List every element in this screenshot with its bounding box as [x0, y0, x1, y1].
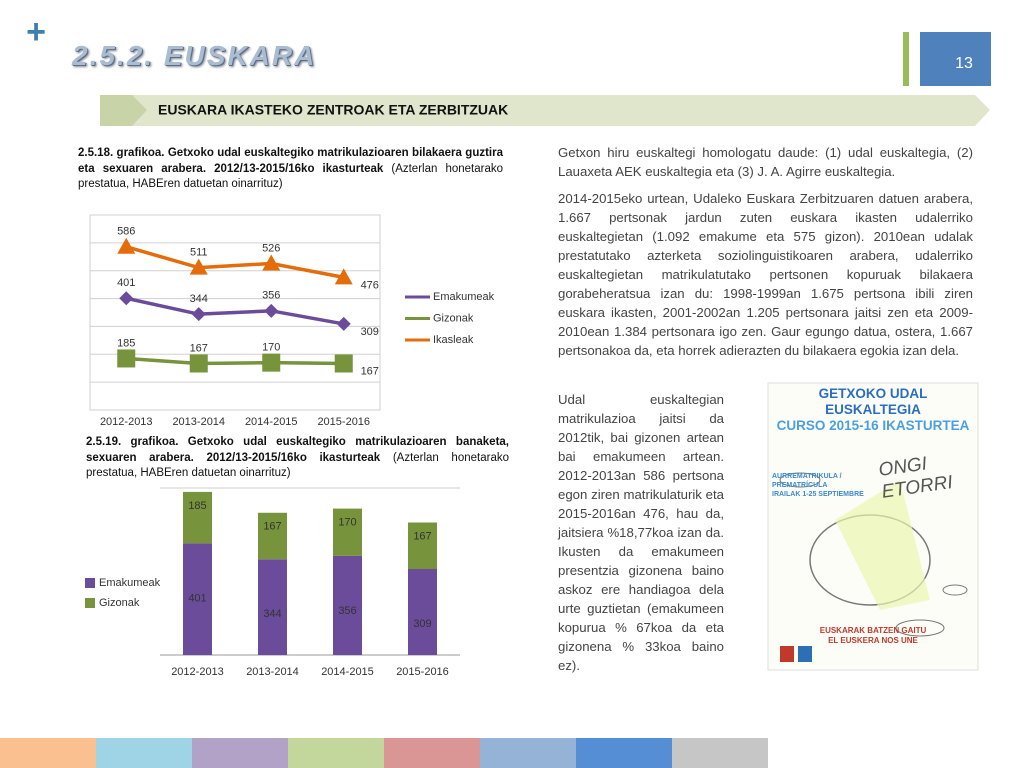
strip [576, 738, 672, 768]
x-tick-label: 2013-2014 [246, 666, 299, 678]
x-tick-label: 2013-2014 [172, 416, 225, 428]
bar-segment [183, 491, 212, 544]
page-box [920, 32, 991, 86]
point [334, 268, 353, 285]
poster-registration: AURREMATRIKULA / PREMATRÍCULA IRAILAK 1-2… [772, 472, 872, 499]
point [117, 349, 136, 368]
value-label: 309 [413, 618, 431, 630]
footer-strip [0, 738, 768, 768]
x-tick-label: 2014-2015 [245, 416, 298, 428]
caption: 2.5.19. grafikoa. Getxoko udal euskalteg… [86, 435, 509, 482]
poster-slogan: EUSKARAK BATZEN GAITU EL EUSKERA NOS UNE [772, 626, 974, 646]
strip [384, 738, 480, 768]
bar-segment [258, 559, 287, 655]
section-title: EUSKARA IKASTEKO ZENTROAK ETA ZERBITZUAK [158, 102, 508, 118]
accent-bar [903, 32, 909, 86]
x-tick-label: 2015-2016 [317, 416, 370, 428]
poster-line: EUSKARAK BATZEN GAITU [819, 626, 927, 635]
strip [0, 738, 96, 768]
x-tick-label: 2015-2016 [396, 666, 449, 678]
poster-line: AURREMATRIKULA / PREMATRÍCULA [772, 473, 842, 489]
point [262, 353, 281, 372]
point [189, 258, 208, 275]
poster [767, 382, 979, 671]
bar-segment [408, 568, 437, 655]
x-tick-label: 2012-2013 [171, 666, 224, 678]
series-line [126, 356, 344, 366]
body-text: Getxon hiru euskaltegi homologatu daude:… [558, 143, 973, 368]
value-label: 170 [262, 342, 280, 354]
banner-tab [100, 95, 147, 126]
point [336, 316, 351, 331]
value-label: 167 [263, 521, 281, 533]
caption-source: (Azterlan honetarako prestatua, HABEren … [86, 451, 509, 480]
value-label: 167 [413, 530, 431, 542]
strip [288, 738, 384, 768]
point [264, 303, 279, 318]
value-label: 511 [190, 247, 208, 259]
bar-segment [183, 543, 212, 655]
paragraph: Getxon hiru euskaltegi homologatu daude:… [558, 145, 973, 179]
plus-icon: + [26, 13, 46, 51]
bar-segment [333, 555, 362, 655]
bar-segment [408, 522, 437, 569]
page-number: 13 [955, 55, 973, 72]
value-label: 344 [263, 608, 281, 620]
point [189, 354, 208, 373]
value-label: 170 [338, 517, 356, 529]
value-label: 526 [262, 242, 280, 254]
bar-segment [258, 512, 287, 560]
value-label: 344 [190, 293, 208, 305]
value-label: 356 [338, 605, 356, 617]
value-label: 185 [117, 337, 135, 349]
value-label: 401 [117, 277, 135, 289]
value-label: 309 [361, 326, 379, 338]
value-label: 586 [117, 226, 135, 238]
poster-text: GETXOKO UDAL EUSKALTEGIA CURSO 2015-16 I… [772, 386, 974, 499]
value-label: 185 [188, 500, 206, 512]
strip [192, 738, 288, 768]
strip [672, 738, 768, 768]
caption: 2.5.18. grafikoa. Getxoko udal euskalteg… [78, 146, 503, 193]
caption-bold: 2.5.19. grafikoa. Getxoko udal euskalteg… [86, 436, 509, 464]
caption-source: (Azterlan honetarako prestatua, HABEren … [78, 162, 503, 191]
poster-line: EL EUSKERA NOS UNE [828, 636, 918, 645]
series-line [125, 245, 345, 280]
value-label: 401 [188, 592, 206, 604]
value-label: 167 [190, 342, 208, 354]
point [191, 307, 206, 322]
paragraph: 2014-2015eko urtean, Udaleko Euskara Zer… [558, 191, 973, 358]
value-label: 356 [262, 290, 280, 302]
legend-swatch [85, 598, 95, 608]
banner [100, 95, 990, 126]
point [262, 254, 281, 271]
legend-label: Emakumeak [433, 291, 495, 303]
legend-label: Emakumeak [99, 577, 161, 589]
caption-bold: 2.5.18. grafikoa. Getxoko udal euskalteg… [78, 147, 503, 175]
point [334, 354, 353, 373]
slide-title: 2.5.2. EUSKARA [72, 40, 317, 71]
legend-label: Gizonak [99, 597, 140, 609]
legend-swatch [85, 578, 95, 588]
legend-label: Gizonak [433, 312, 474, 324]
point [117, 237, 136, 254]
legend-label: Ikasleak [433, 334, 474, 346]
poster-title: GETXOKO UDAL EUSKALTEGIA [818, 386, 928, 417]
side-paragraph: Udal euskaltegian matrikulazioa jaitsi d… [558, 392, 724, 673]
poster-subtitle: CURSO 2015-16 IKASTURTEA [776, 418, 970, 433]
x-tick-label: 2012-2013 [100, 416, 153, 428]
bar-segment [333, 508, 362, 556]
point [119, 291, 134, 306]
strip [480, 738, 576, 768]
series-line [125, 296, 345, 326]
x-tick-label: 2014-2015 [321, 666, 374, 678]
poster-line: IRAILAK 1-25 SEPTIEMBRE [772, 491, 864, 498]
value-label: 476 [361, 279, 379, 291]
strip [96, 738, 192, 768]
value-label: 167 [361, 365, 379, 377]
